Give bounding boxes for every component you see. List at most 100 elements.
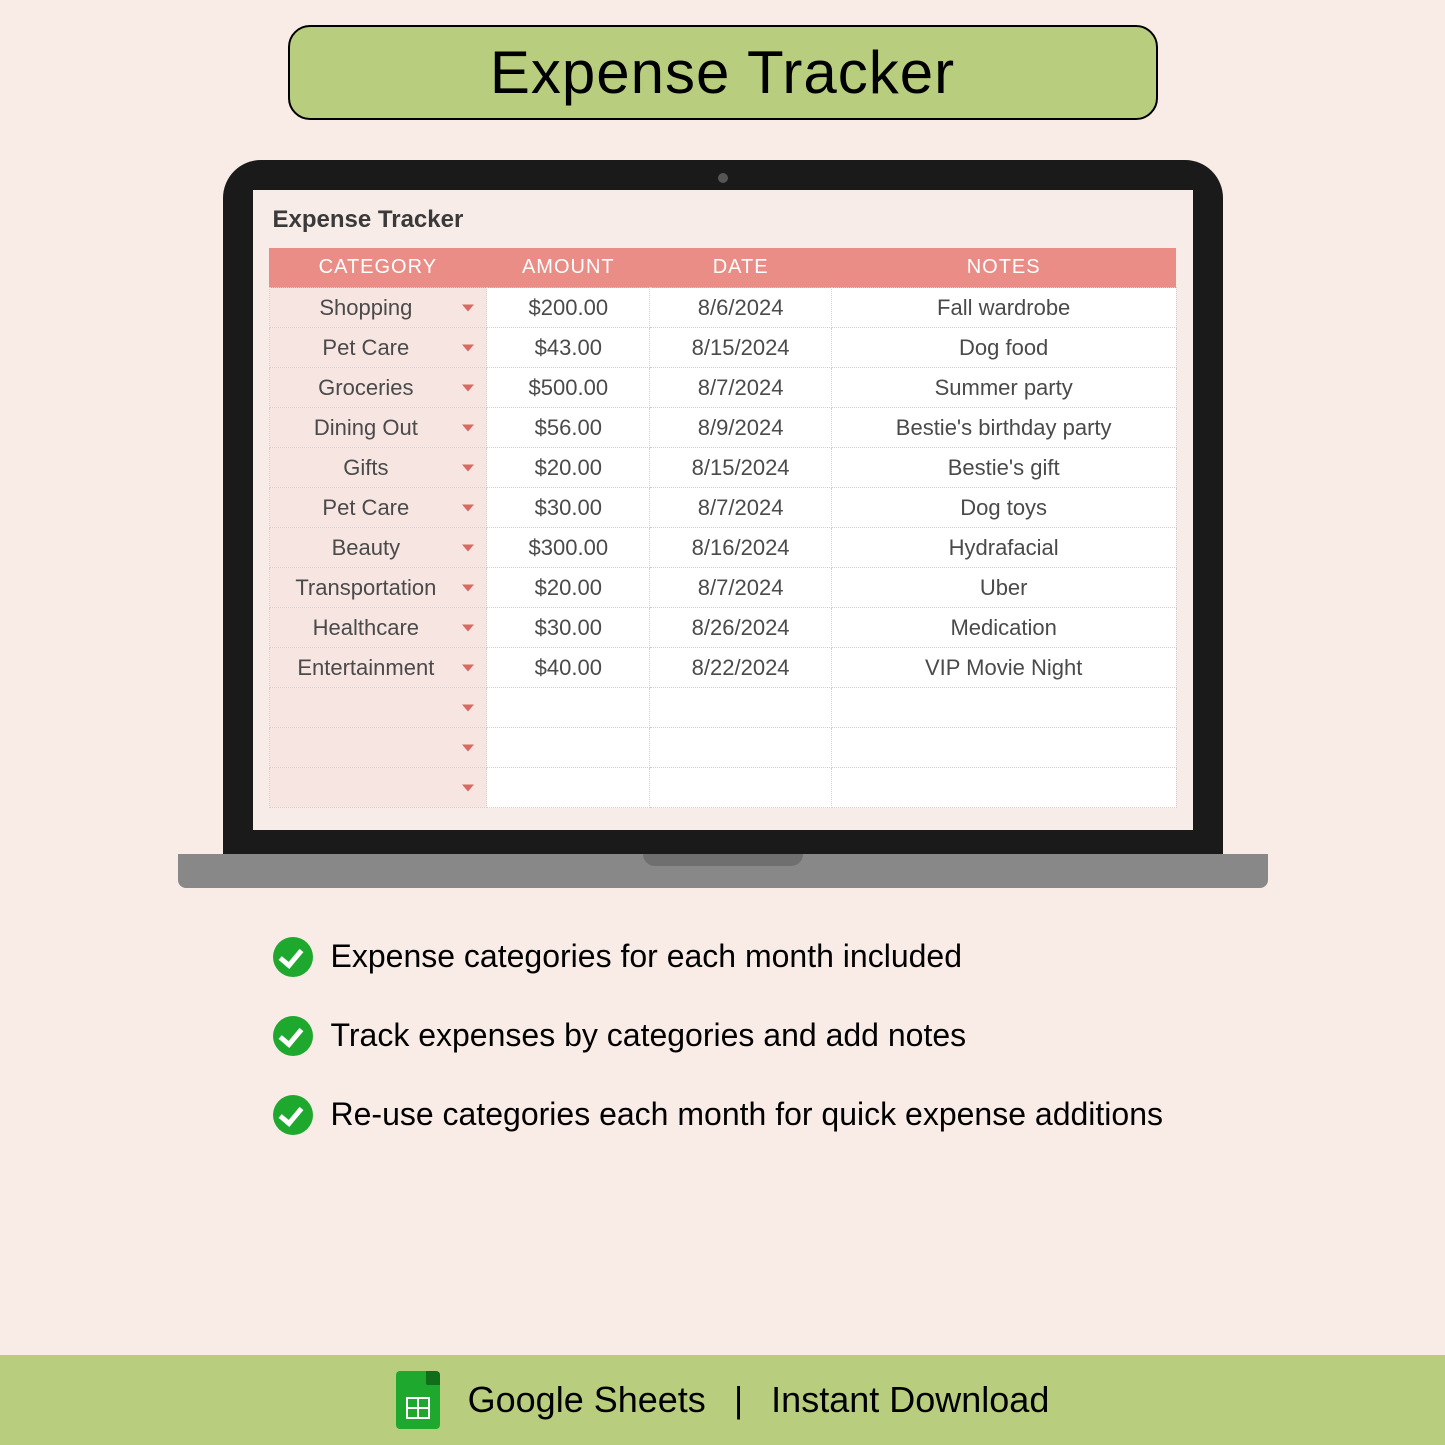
- amount-cell[interactable]: $20.00: [487, 568, 650, 608]
- dropdown-chevron-icon[interactable]: [462, 584, 474, 591]
- date-cell[interactable]: 8/7/2024: [650, 488, 831, 528]
- amount-cell[interactable]: [487, 768, 650, 808]
- category-cell[interactable]: Entertainment: [269, 648, 487, 688]
- table-row: Entertainment$40.008/22/2024VIP Movie Ni…: [269, 648, 1176, 688]
- category-cell[interactable]: [269, 728, 487, 768]
- category-cell[interactable]: Gifts: [269, 448, 487, 488]
- date-cell[interactable]: [650, 728, 831, 768]
- notes-cell[interactable]: Bestie's birthday party: [831, 408, 1176, 448]
- date-cell[interactable]: 8/16/2024: [650, 528, 831, 568]
- category-value: Beauty: [332, 535, 401, 560]
- notes-cell[interactable]: Uber: [831, 568, 1176, 608]
- date-cell[interactable]: 8/22/2024: [650, 648, 831, 688]
- amount-cell[interactable]: $30.00: [487, 488, 650, 528]
- category-value: Healthcare: [313, 615, 419, 640]
- col-header-amount: AMOUNT: [487, 248, 650, 288]
- date-cell[interactable]: [650, 768, 831, 808]
- feature-item: Track expenses by categories and add not…: [273, 1014, 1173, 1057]
- feature-item: Expense categories for each month includ…: [273, 935, 1173, 978]
- notes-cell[interactable]: Bestie's gift: [831, 448, 1176, 488]
- notes-cell[interactable]: Summer party: [831, 368, 1176, 408]
- amount-cell[interactable]: $30.00: [487, 608, 650, 648]
- notes-cell[interactable]: [831, 768, 1176, 808]
- notes-cell[interactable]: Hydrafacial: [831, 528, 1176, 568]
- category-value: Transportation: [295, 575, 436, 600]
- amount-cell[interactable]: [487, 688, 650, 728]
- table-header-row: CATEGORY AMOUNT DATE NOTES: [269, 248, 1176, 288]
- notes-cell[interactable]: Dog toys: [831, 488, 1176, 528]
- dropdown-chevron-icon[interactable]: [462, 304, 474, 311]
- check-icon: [273, 1095, 313, 1135]
- notes-cell[interactable]: Fall wardrobe: [831, 288, 1176, 328]
- amount-cell[interactable]: $200.00: [487, 288, 650, 328]
- laptop-trackpad-notch: [643, 854, 803, 866]
- footer-separator: |: [734, 1379, 743, 1421]
- dropdown-chevron-icon[interactable]: [462, 664, 474, 671]
- category-cell[interactable]: Pet Care: [269, 328, 487, 368]
- category-cell[interactable]: Groceries: [269, 368, 487, 408]
- col-header-category: CATEGORY: [269, 248, 487, 288]
- dropdown-chevron-icon[interactable]: [462, 744, 474, 751]
- category-value: Pet Care: [322, 495, 409, 520]
- category-cell[interactable]: Transportation: [269, 568, 487, 608]
- category-cell[interactable]: [269, 688, 487, 728]
- dropdown-chevron-icon[interactable]: [462, 704, 474, 711]
- category-cell[interactable]: Beauty: [269, 528, 487, 568]
- feature-text: Re-use categories each month for quick e…: [331, 1093, 1163, 1136]
- category-value: Dining Out: [314, 415, 418, 440]
- title-banner: Expense Tracker: [288, 25, 1158, 120]
- footer-bar: Google Sheets | Instant Download: [0, 1355, 1445, 1445]
- table-row: Beauty $300.008/16/2024Hydrafacial: [269, 528, 1176, 568]
- sheet-title: Expense Tracker: [273, 206, 1177, 234]
- amount-cell[interactable]: $500.00: [487, 368, 650, 408]
- amount-cell[interactable]: $300.00: [487, 528, 650, 568]
- footer-platform: Google Sheets: [468, 1379, 706, 1421]
- category-cell[interactable]: Shopping: [269, 288, 487, 328]
- category-cell[interactable]: Dining Out: [269, 408, 487, 448]
- dropdown-chevron-icon[interactable]: [462, 544, 474, 551]
- amount-cell[interactable]: $56.00: [487, 408, 650, 448]
- table-row: [269, 768, 1176, 808]
- dropdown-chevron-icon[interactable]: [462, 344, 474, 351]
- feature-text: Track expenses by categories and add not…: [331, 1014, 967, 1057]
- expense-table: CATEGORY AMOUNT DATE NOTES Shopping$200.…: [269, 248, 1177, 808]
- category-cell[interactable]: Pet Care: [269, 488, 487, 528]
- dropdown-chevron-icon[interactable]: [462, 464, 474, 471]
- laptop-base: [178, 854, 1268, 888]
- amount-cell[interactable]: $20.00: [487, 448, 650, 488]
- dropdown-chevron-icon[interactable]: [462, 424, 474, 431]
- check-icon: [273, 1016, 313, 1056]
- footer-delivery: Instant Download: [771, 1379, 1049, 1421]
- date-cell[interactable]: 8/7/2024: [650, 568, 831, 608]
- spreadsheet-screen: Expense Tracker CATEGORY AMOUNT DATE NOT…: [253, 190, 1193, 830]
- date-cell[interactable]: 8/15/2024: [650, 328, 831, 368]
- notes-cell[interactable]: Dog food: [831, 328, 1176, 368]
- date-cell[interactable]: [650, 688, 831, 728]
- amount-cell[interactable]: [487, 728, 650, 768]
- dropdown-chevron-icon[interactable]: [462, 784, 474, 791]
- feature-list: Expense categories for each month includ…: [273, 935, 1173, 1173]
- table-row: Transportation $20.008/7/2024Uber: [269, 568, 1176, 608]
- table-row: [269, 688, 1176, 728]
- dropdown-chevron-icon[interactable]: [462, 384, 474, 391]
- table-row: Pet Care$43.008/15/2024Dog food: [269, 328, 1176, 368]
- date-cell[interactable]: 8/7/2024: [650, 368, 831, 408]
- date-cell[interactable]: 8/9/2024: [650, 408, 831, 448]
- table-row: Groceries$500.008/7/2024Summer party: [269, 368, 1176, 408]
- table-row: Healthcare $30.008/26/2024Medication: [269, 608, 1176, 648]
- notes-cell[interactable]: [831, 688, 1176, 728]
- date-cell[interactable]: 8/26/2024: [650, 608, 831, 648]
- category-cell[interactable]: [269, 768, 487, 808]
- amount-cell[interactable]: $43.00: [487, 328, 650, 368]
- notes-cell[interactable]: Medication: [831, 608, 1176, 648]
- dropdown-chevron-icon[interactable]: [462, 504, 474, 511]
- page-title: Expense Tracker: [490, 38, 955, 107]
- date-cell[interactable]: 8/6/2024: [650, 288, 831, 328]
- dropdown-chevron-icon[interactable]: [462, 624, 474, 631]
- notes-cell[interactable]: VIP Movie Night: [831, 648, 1176, 688]
- date-cell[interactable]: 8/15/2024: [650, 448, 831, 488]
- amount-cell[interactable]: $40.00: [487, 648, 650, 688]
- category-cell[interactable]: Healthcare: [269, 608, 487, 648]
- laptop-mockup: Expense Tracker CATEGORY AMOUNT DATE NOT…: [178, 160, 1268, 888]
- notes-cell[interactable]: [831, 728, 1176, 768]
